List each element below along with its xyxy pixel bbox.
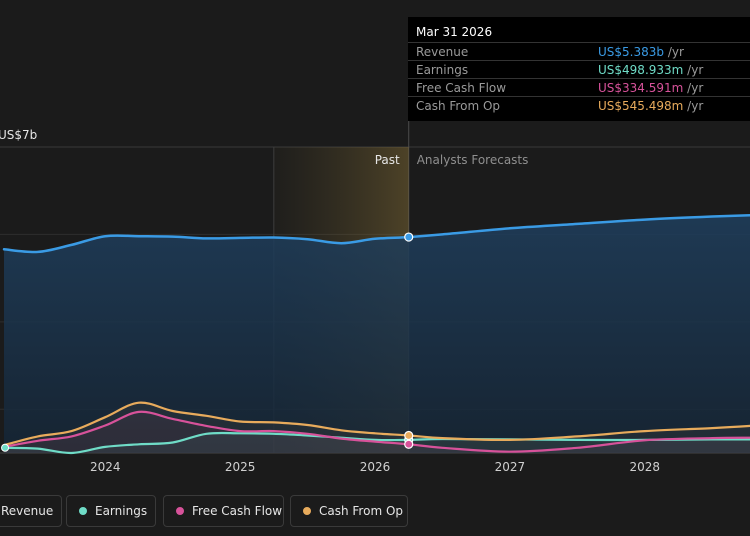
x-tick-label: 2026	[360, 460, 391, 474]
forecast-label: Analysts Forecasts	[417, 153, 529, 167]
free-cash-flow-area	[4, 411, 750, 453]
tooltip-value-text: US$545.498m	[598, 99, 684, 113]
tooltip-row-label: Cash From Op	[416, 99, 501, 113]
legend-item-cash-from-op[interactable]: Cash From Op	[290, 495, 408, 527]
tooltip-row: Free Cash Flow US$334.591m /yr	[408, 78, 750, 97]
legend-dot-icon	[303, 507, 311, 515]
earnings-start-marker	[1, 443, 10, 452]
free-cash-flow-marker	[404, 439, 414, 449]
tooltip-row-value: US$498.933m /yr	[598, 63, 703, 77]
tooltip-row-value: US$334.591m /yr	[598, 81, 703, 95]
tooltip-unit-text: /yr	[683, 81, 704, 95]
legend-item-free-cash-flow[interactable]: Free Cash Flow	[163, 495, 284, 527]
legend-item-earnings[interactable]: Earnings	[66, 495, 156, 527]
revenue-line	[2, 213, 750, 254]
x-tick-label: 2028	[630, 460, 661, 474]
x-tick-label: 2027	[495, 460, 526, 474]
legend-label: Revenue	[1, 504, 54, 518]
legend-dot-icon	[176, 507, 184, 515]
tooltip-value-text: US$334.591m	[598, 81, 684, 95]
tooltip-row-value: US$5.383b /yr	[598, 45, 684, 59]
x-tick-label: 2025	[225, 460, 256, 474]
earnings-line	[2, 431, 750, 455]
past-label: Past	[375, 153, 400, 167]
revenue-marker	[404, 232, 414, 242]
tooltip-row-value: US$545.498m /yr	[598, 99, 703, 113]
tooltip-row-label: Revenue	[416, 45, 469, 59]
tooltip-row: Revenue US$5.383b /yr	[408, 42, 750, 61]
legend-label: Cash From Op	[319, 504, 404, 518]
tooltip-unit-text: /yr	[664, 45, 684, 59]
legend-dot-icon	[79, 507, 87, 515]
tooltip-unit-text: /yr	[683, 63, 704, 77]
legend-label: Earnings	[95, 504, 148, 518]
tooltip-row-label: Free Cash Flow	[416, 81, 507, 95]
cash-from-op-line	[2, 401, 750, 447]
revenue-area	[4, 215, 750, 453]
tooltip-value-text: US$498.933m	[598, 63, 684, 77]
legend-label: Free Cash Flow	[192, 504, 283, 518]
tooltip-date: Mar 31 2026	[416, 25, 493, 39]
free-cash-flow-line	[2, 410, 750, 453]
tooltip-row-label: Earnings	[416, 63, 469, 77]
y-axis-top-label: US$7b	[0, 128, 38, 142]
tooltip: Mar 31 2026 Revenue US$5.383b /yr Earnings…	[408, 17, 750, 121]
legend-item-revenue[interactable]: Revenue	[0, 495, 62, 527]
tooltip-value-text: US$5.383b	[598, 45, 665, 59]
tooltip-unit-text: /yr	[683, 99, 704, 113]
x-tick-label: 2024	[90, 460, 121, 474]
tooltip-row: Cash From Op US$545.498m /yr	[408, 96, 750, 115]
tooltip-row: Earnings US$498.933m /yr	[408, 60, 750, 79]
cash-from-op-marker	[404, 430, 414, 441]
